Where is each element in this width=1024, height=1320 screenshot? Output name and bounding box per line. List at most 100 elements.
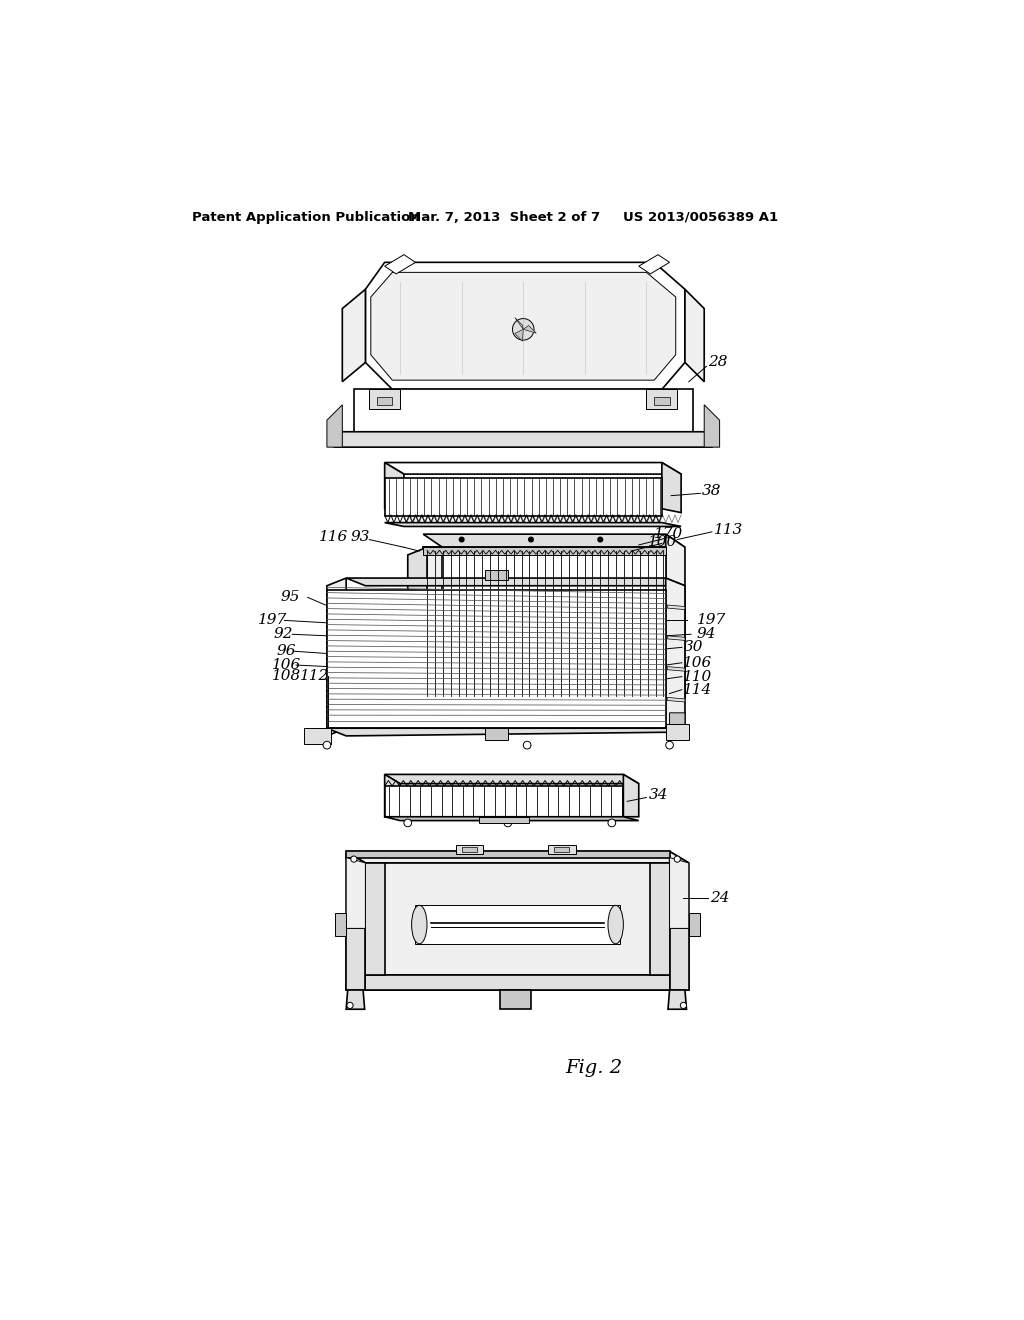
Text: 106: 106 [683, 656, 713, 669]
Polygon shape [670, 858, 689, 928]
Text: Mar. 7, 2013  Sheet 2 of 7: Mar. 7, 2013 Sheet 2 of 7 [408, 211, 600, 224]
Polygon shape [385, 255, 416, 275]
Circle shape [504, 818, 512, 826]
Polygon shape [354, 389, 692, 436]
Text: 100: 100 [648, 535, 677, 549]
Circle shape [460, 537, 464, 543]
Polygon shape [385, 462, 403, 512]
Polygon shape [370, 389, 400, 409]
Polygon shape [456, 845, 483, 854]
Polygon shape [689, 913, 700, 936]
Polygon shape [366, 263, 685, 389]
Polygon shape [366, 863, 670, 974]
Polygon shape [366, 974, 670, 990]
Polygon shape [666, 535, 685, 697]
Text: Fig. 2: Fig. 2 [565, 1059, 623, 1077]
Polygon shape [366, 863, 385, 974]
Circle shape [351, 857, 357, 862]
Polygon shape [346, 851, 670, 858]
Text: 112: 112 [300, 669, 329, 682]
Polygon shape [666, 686, 685, 697]
Polygon shape [668, 697, 685, 702]
Text: 96: 96 [276, 644, 296, 659]
Polygon shape [335, 913, 346, 936]
Polygon shape [668, 605, 685, 610]
Text: 95: 95 [281, 590, 300, 605]
Circle shape [512, 318, 535, 341]
Polygon shape [408, 548, 427, 705]
Polygon shape [670, 713, 685, 733]
Polygon shape [668, 990, 686, 1010]
Polygon shape [385, 462, 681, 474]
Polygon shape [377, 397, 392, 405]
Polygon shape [639, 255, 670, 275]
Polygon shape [346, 851, 366, 990]
Polygon shape [423, 535, 685, 548]
Text: 92: 92 [273, 627, 293, 642]
Circle shape [666, 742, 674, 748]
Polygon shape [371, 272, 676, 380]
Polygon shape [666, 578, 685, 729]
Polygon shape [385, 523, 681, 527]
Circle shape [528, 537, 534, 543]
Text: 116: 116 [319, 531, 348, 544]
Polygon shape [327, 590, 666, 729]
Text: 110: 110 [683, 669, 713, 684]
Circle shape [680, 1002, 686, 1008]
Polygon shape [346, 928, 366, 990]
Polygon shape [554, 847, 569, 853]
Polygon shape [346, 578, 685, 586]
Polygon shape [478, 817, 529, 822]
Polygon shape [416, 906, 620, 944]
Polygon shape [500, 990, 531, 1010]
Text: 106: 106 [271, 659, 301, 672]
Ellipse shape [412, 906, 427, 944]
Polygon shape [484, 570, 508, 581]
Polygon shape [654, 397, 670, 405]
Polygon shape [668, 636, 685, 640]
Polygon shape [515, 330, 523, 341]
Circle shape [598, 537, 602, 543]
Polygon shape [385, 775, 639, 784]
Polygon shape [685, 289, 705, 381]
Polygon shape [548, 845, 575, 854]
Text: 108: 108 [271, 669, 301, 682]
Text: US 2013/0056389 A1: US 2013/0056389 A1 [624, 211, 778, 224]
Polygon shape [304, 729, 331, 743]
Ellipse shape [608, 906, 624, 944]
Text: 30: 30 [683, 640, 702, 655]
Polygon shape [515, 318, 523, 330]
Polygon shape [662, 462, 681, 512]
Polygon shape [462, 847, 477, 853]
Polygon shape [342, 289, 366, 381]
Circle shape [608, 818, 615, 826]
Polygon shape [523, 326, 537, 333]
Circle shape [674, 857, 680, 862]
Polygon shape [666, 725, 689, 739]
Text: 38: 38 [701, 484, 721, 498]
Polygon shape [705, 405, 720, 447]
Text: 197: 197 [696, 614, 726, 627]
Polygon shape [327, 405, 342, 447]
Polygon shape [346, 990, 365, 1010]
Polygon shape [346, 851, 689, 863]
Polygon shape [668, 667, 685, 671]
Polygon shape [327, 578, 346, 737]
Circle shape [323, 742, 331, 748]
Circle shape [523, 742, 531, 748]
Polygon shape [423, 548, 442, 697]
Polygon shape [646, 389, 677, 409]
Polygon shape [385, 478, 662, 516]
Polygon shape [385, 775, 400, 817]
Circle shape [347, 1002, 353, 1008]
Text: 28: 28 [708, 355, 728, 370]
Text: Patent Application Publication: Patent Application Publication [193, 211, 420, 224]
Polygon shape [423, 548, 666, 697]
Polygon shape [327, 729, 685, 737]
Polygon shape [423, 548, 666, 554]
Circle shape [403, 818, 412, 826]
Text: 94: 94 [696, 627, 716, 642]
Polygon shape [335, 432, 712, 447]
Polygon shape [670, 851, 689, 990]
Polygon shape [650, 863, 670, 974]
